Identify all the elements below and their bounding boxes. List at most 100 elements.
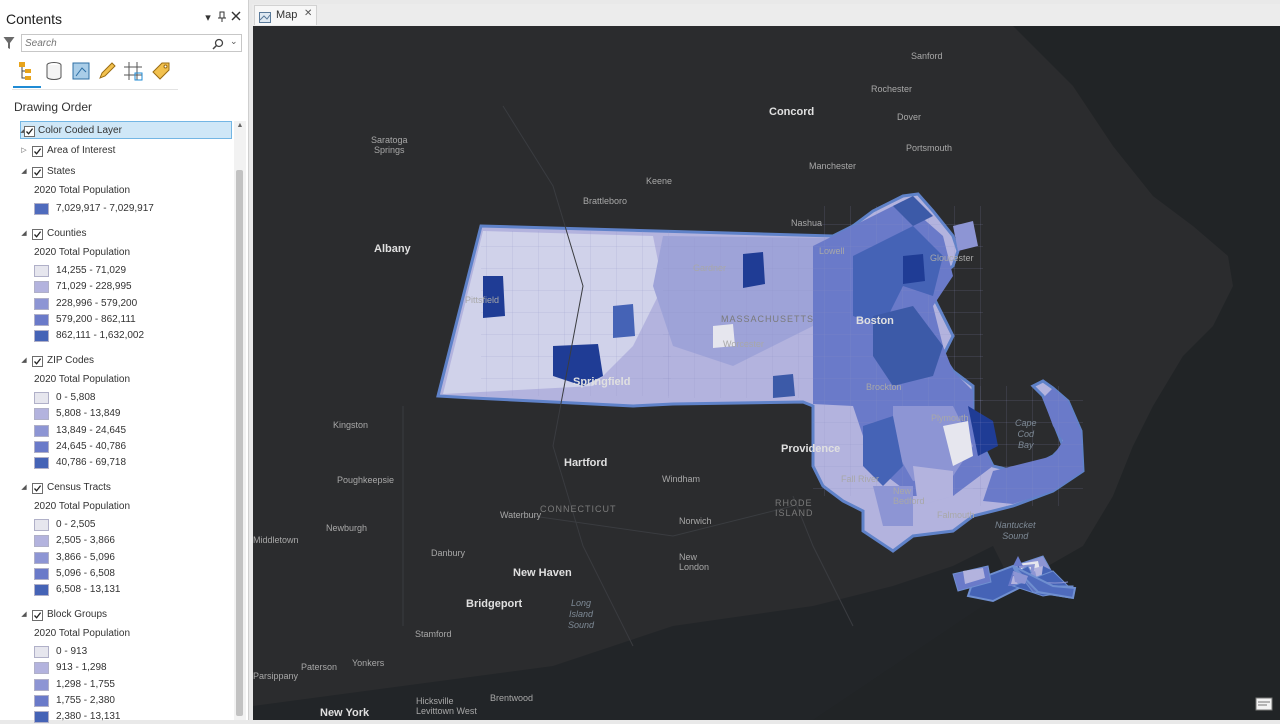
list-by-data-source-icon[interactable] bbox=[43, 60, 65, 82]
legend-range: 0 - 5,808 bbox=[56, 392, 96, 404]
layer-label: Census Tracts bbox=[47, 482, 111, 494]
water-label-long-island-sound: Long Island Sound bbox=[568, 598, 595, 630]
layer-row-color-coded-layer[interactable]: ◢ Color Coded Layer bbox=[20, 121, 232, 139]
legend-range: 0 - 913 bbox=[56, 646, 88, 658]
legend-swatch[interactable] bbox=[34, 678, 49, 691]
map-label-massachusetts: MASSACHUSETTS bbox=[721, 314, 815, 324]
visibility-checkbox[interactable] bbox=[32, 610, 43, 622]
map-view[interactable]: Sanford Rochester Dover Portsmouth Concord Ma… bbox=[253, 26, 1280, 720]
visibility-checkbox[interactable] bbox=[32, 167, 43, 178]
legend-swatch[interactable] bbox=[34, 567, 49, 580]
map-label-middletown: Middletown bbox=[253, 535, 299, 545]
legend-range: 5,096 - 6,508 bbox=[56, 567, 115, 579]
legend-swatch[interactable] bbox=[34, 457, 49, 469]
legend-swatch[interactable] bbox=[34, 694, 49, 707]
legend-swatch[interactable] bbox=[34, 313, 49, 326]
scroll-up-icon[interactable]: ▲ bbox=[236, 122, 244, 129]
legend-swatch[interactable] bbox=[34, 535, 49, 548]
scrollbar-thumb[interactable] bbox=[236, 170, 243, 716]
search-input[interactable] bbox=[25, 36, 205, 50]
list-by-editing-icon[interactable] bbox=[96, 60, 118, 82]
expand-icon[interactable]: ▷ bbox=[21, 147, 27, 154]
tab-map[interactable]: Map ✕ bbox=[254, 5, 317, 25]
layer-row-states[interactable]: ◢ States bbox=[0, 163, 234, 181]
map-label-portsmouth: Portsmouth bbox=[906, 143, 953, 153]
collapse-icon[interactable]: ◢ bbox=[21, 230, 27, 238]
map-label-saratoga: Saratoga Springs bbox=[371, 135, 408, 155]
collapse-icon[interactable]: ◢ bbox=[21, 357, 27, 365]
legend-swatch[interactable] bbox=[34, 646, 49, 659]
layer-row-counties[interactable]: ◢ Counties bbox=[0, 225, 234, 243]
layer-label: Area of Interest bbox=[47, 145, 116, 156]
map-label-bridgeport: Bridgeport bbox=[466, 598, 523, 610]
map-label-fall-river: Fall River bbox=[841, 474, 880, 484]
marthas-vineyard bbox=[966, 564, 1025, 603]
search-icon[interactable] bbox=[212, 37, 224, 50]
map-tab-icon bbox=[259, 10, 271, 23]
map-tab-label: Map bbox=[276, 9, 298, 21]
visibility-checkbox[interactable] bbox=[32, 483, 43, 495]
visibility-checkbox[interactable] bbox=[24, 126, 35, 137]
water-label-cape-cod-bay: Cape Cod Bay bbox=[1015, 418, 1037, 450]
legend-swatch[interactable] bbox=[34, 551, 49, 564]
visibility-checkbox[interactable] bbox=[32, 229, 43, 241]
collapse-icon[interactable]: ◢ bbox=[21, 484, 27, 492]
search-box[interactable]: ⌄ bbox=[21, 34, 242, 52]
map-overview-icon[interactable] bbox=[1255, 696, 1273, 712]
collapse-icon[interactable]: ◢ bbox=[21, 168, 27, 175]
legend-swatch[interactable] bbox=[34, 265, 49, 278]
chevron-down-icon[interactable]: ⌄ bbox=[230, 36, 238, 46]
map-label-lowell: Lowell bbox=[819, 246, 845, 256]
legend-range: 0 - 2,505 bbox=[56, 519, 96, 531]
legend-swatch[interactable] bbox=[34, 519, 49, 532]
visibility-checkbox[interactable] bbox=[32, 356, 43, 368]
legend-swatch[interactable] bbox=[34, 662, 49, 675]
list-by-labeling-icon[interactable] bbox=[150, 60, 172, 82]
list-by-snapping-icon[interactable] bbox=[122, 60, 144, 82]
map-tab-close-icon[interactable]: ✕ bbox=[304, 8, 313, 19]
legend-range: 1,755 - 2,380 bbox=[56, 694, 115, 706]
legend-swatch[interactable] bbox=[34, 330, 49, 342]
map-label-albany: Albany bbox=[374, 243, 411, 255]
legend-range: 6,508 - 13,131 bbox=[56, 584, 121, 595]
map-label-kingston: Kingston bbox=[333, 420, 369, 430]
legend-swatch[interactable] bbox=[34, 424, 49, 437]
map-label-manchester: Manchester bbox=[809, 161, 857, 171]
close-icon[interactable] bbox=[230, 11, 242, 25]
legend-swatch[interactable] bbox=[34, 408, 49, 421]
list-by-selection-icon[interactable] bbox=[70, 60, 92, 82]
layer-row-census-tracts[interactable]: ◢ Census Tracts bbox=[0, 479, 234, 497]
legend-swatch[interactable] bbox=[34, 584, 49, 596]
visibility-checkbox[interactable] bbox=[32, 146, 43, 157]
collapse-icon[interactable]: ◢ bbox=[21, 611, 27, 619]
legend-swatch[interactable] bbox=[34, 711, 49, 723]
map-label-rhode-island: RHODE ISLAND bbox=[775, 498, 814, 518]
legend-field-heading: 2020 Total Population bbox=[34, 501, 131, 513]
legend-range: 7,029,917 - 7,029,917 bbox=[56, 203, 154, 214]
legend-range: 3,866 - 5,096 bbox=[56, 551, 115, 563]
layer-label: Color Coded Layer bbox=[38, 125, 122, 136]
drawing-order-heading: Drawing Order bbox=[14, 100, 93, 114]
collapse-icon[interactable]: ◢ bbox=[20, 127, 26, 134]
legend-swatch[interactable] bbox=[34, 281, 49, 294]
legend-swatch[interactable] bbox=[34, 392, 49, 405]
list-by-drawing-order-icon[interactable] bbox=[16, 60, 38, 82]
layer-row-zip-codes[interactable]: ◢ ZIP Codes bbox=[0, 352, 234, 370]
legend-field-heading: 2020 Total Population bbox=[34, 374, 131, 386]
legend-swatch[interactable] bbox=[34, 203, 49, 215]
legend-range: 13,849 - 24,645 bbox=[56, 424, 127, 436]
map-label-concord: Concord bbox=[769, 106, 815, 118]
map-label-norwich: Norwich bbox=[679, 516, 712, 526]
pin-icon[interactable] bbox=[216, 11, 228, 25]
pane-options-icon[interactable]: ▾ bbox=[205, 12, 211, 24]
layer-row-area-of-interest[interactable]: ▷ Area of Interest bbox=[0, 142, 234, 160]
map-label-rochester: Rochester bbox=[871, 84, 913, 94]
water-label-nantucket-sound: Nantucket Sound bbox=[995, 520, 1036, 541]
legend-swatch[interactable] bbox=[34, 297, 49, 310]
map-label-brattleboro: Brattleboro bbox=[583, 196, 628, 206]
map-label-boston: Boston bbox=[856, 315, 894, 327]
layer-row-block-groups[interactable]: ◢ Block Groups bbox=[0, 606, 234, 624]
map-label-hartford: Hartford bbox=[564, 457, 608, 469]
legend-swatch[interactable] bbox=[34, 440, 49, 453]
filter-icon[interactable] bbox=[3, 35, 15, 51]
